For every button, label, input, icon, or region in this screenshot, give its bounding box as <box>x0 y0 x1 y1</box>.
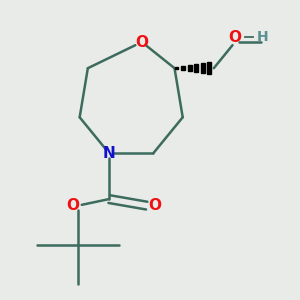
Polygon shape <box>201 63 205 73</box>
Polygon shape <box>175 67 178 69</box>
Text: H: H <box>257 30 269 44</box>
Polygon shape <box>188 65 191 71</box>
Polygon shape <box>194 64 198 72</box>
Polygon shape <box>181 66 185 70</box>
Text: O: O <box>148 198 161 213</box>
Text: N: N <box>103 146 116 161</box>
Text: O: O <box>135 34 148 50</box>
Text: O: O <box>67 198 80 213</box>
Polygon shape <box>207 62 211 74</box>
Text: O: O <box>229 30 242 45</box>
